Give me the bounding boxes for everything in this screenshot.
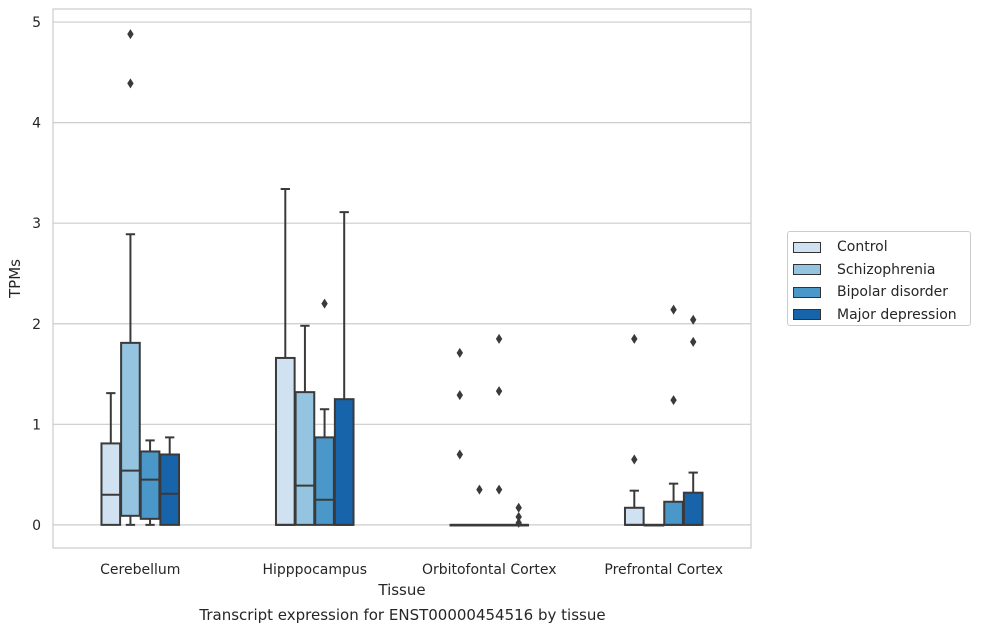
box-body	[120, 341, 141, 517]
legend-label: Control	[837, 239, 888, 256]
outlier-point	[476, 484, 483, 495]
y-tick-label: 5	[32, 15, 41, 31]
box-control	[449, 347, 471, 527]
outlier-point	[631, 333, 638, 344]
box-schizophrenia	[643, 523, 665, 527]
outlier-point	[495, 386, 503, 397]
x-tick-label: Cerebellum	[100, 562, 180, 578]
outlier-point	[456, 347, 464, 358]
box-bipolar-disorder	[663, 304, 684, 526]
y-tick-label: 2	[32, 317, 41, 333]
outlier-point	[631, 454, 638, 465]
legend-swatch	[793, 286, 821, 298]
legend-item: Major depression	[793, 304, 970, 327]
box-body	[682, 491, 704, 526]
x-tick-label: Hipppocampus	[262, 562, 367, 578]
box-major-depression	[333, 211, 355, 526]
box-major-depression	[159, 436, 181, 526]
y-tick-label: 3	[32, 216, 41, 232]
outlier-point	[689, 336, 697, 347]
outlier-point	[515, 517, 522, 528]
box-major-depression	[508, 502, 530, 528]
legend: Control Schizophrenia Bipolar disorder Majo…	[787, 231, 971, 326]
legend-item: Bipolar disorder	[793, 281, 970, 304]
outlier-point	[127, 78, 134, 89]
y-axis-title: TPMs	[6, 259, 24, 299]
box-body	[333, 398, 355, 526]
legend-label: Schizophrenia	[837, 261, 936, 278]
outlier-point	[456, 390, 464, 401]
x-axis-title: Tissue	[377, 581, 425, 599]
outlier-point	[515, 502, 522, 513]
box-control	[623, 333, 645, 526]
legend-item: Control	[793, 236, 970, 259]
legend-swatch	[793, 309, 821, 321]
y-tick-label: 0	[32, 518, 41, 534]
chart-caption: Transcript expression for ENST0000045451…	[199, 606, 606, 624]
box-major-depression	[682, 314, 704, 526]
box-body	[100, 442, 122, 526]
x-tick-label: Prefrontal Cortex	[604, 562, 723, 578]
legend-label: Major depression	[837, 306, 957, 323]
x-tick-label: Orbitofontal Cortex	[422, 562, 557, 578]
y-tick-label: 4	[32, 116, 41, 132]
box-schizophrenia	[120, 29, 141, 526]
x-tick-labels: Cerebellum Hipppocampus Orbitofontal Corte…	[100, 562, 723, 578]
outlier-point	[456, 449, 464, 460]
box-control	[274, 188, 296, 526]
legend-label: Bipolar disorder	[837, 284, 949, 301]
box-body	[623, 506, 645, 526]
box-bipolar-disorder	[139, 439, 161, 526]
boxes	[100, 29, 704, 528]
y-tick-labels: 0 1 2 3 4 5	[32, 15, 41, 534]
outlier-point	[127, 29, 134, 40]
legend-swatch	[793, 264, 821, 276]
outlier-point	[495, 484, 503, 495]
box-body	[159, 453, 181, 526]
outlier-point	[515, 511, 522, 522]
box-body	[294, 391, 316, 526]
outlier-point	[670, 395, 677, 406]
outlier-point	[670, 304, 677, 315]
box-body	[139, 450, 161, 520]
box-body	[663, 500, 684, 526]
y-tick-label: 1	[32, 417, 41, 433]
outlier-point	[495, 333, 503, 344]
outlier-point	[689, 314, 697, 325]
legend-item: Schizophrenia	[793, 259, 970, 282]
legend-swatch	[793, 241, 821, 253]
box-body	[274, 356, 296, 526]
outlier-point	[321, 298, 328, 309]
box-body	[314, 436, 335, 526]
box-schizophrenia	[294, 324, 316, 526]
